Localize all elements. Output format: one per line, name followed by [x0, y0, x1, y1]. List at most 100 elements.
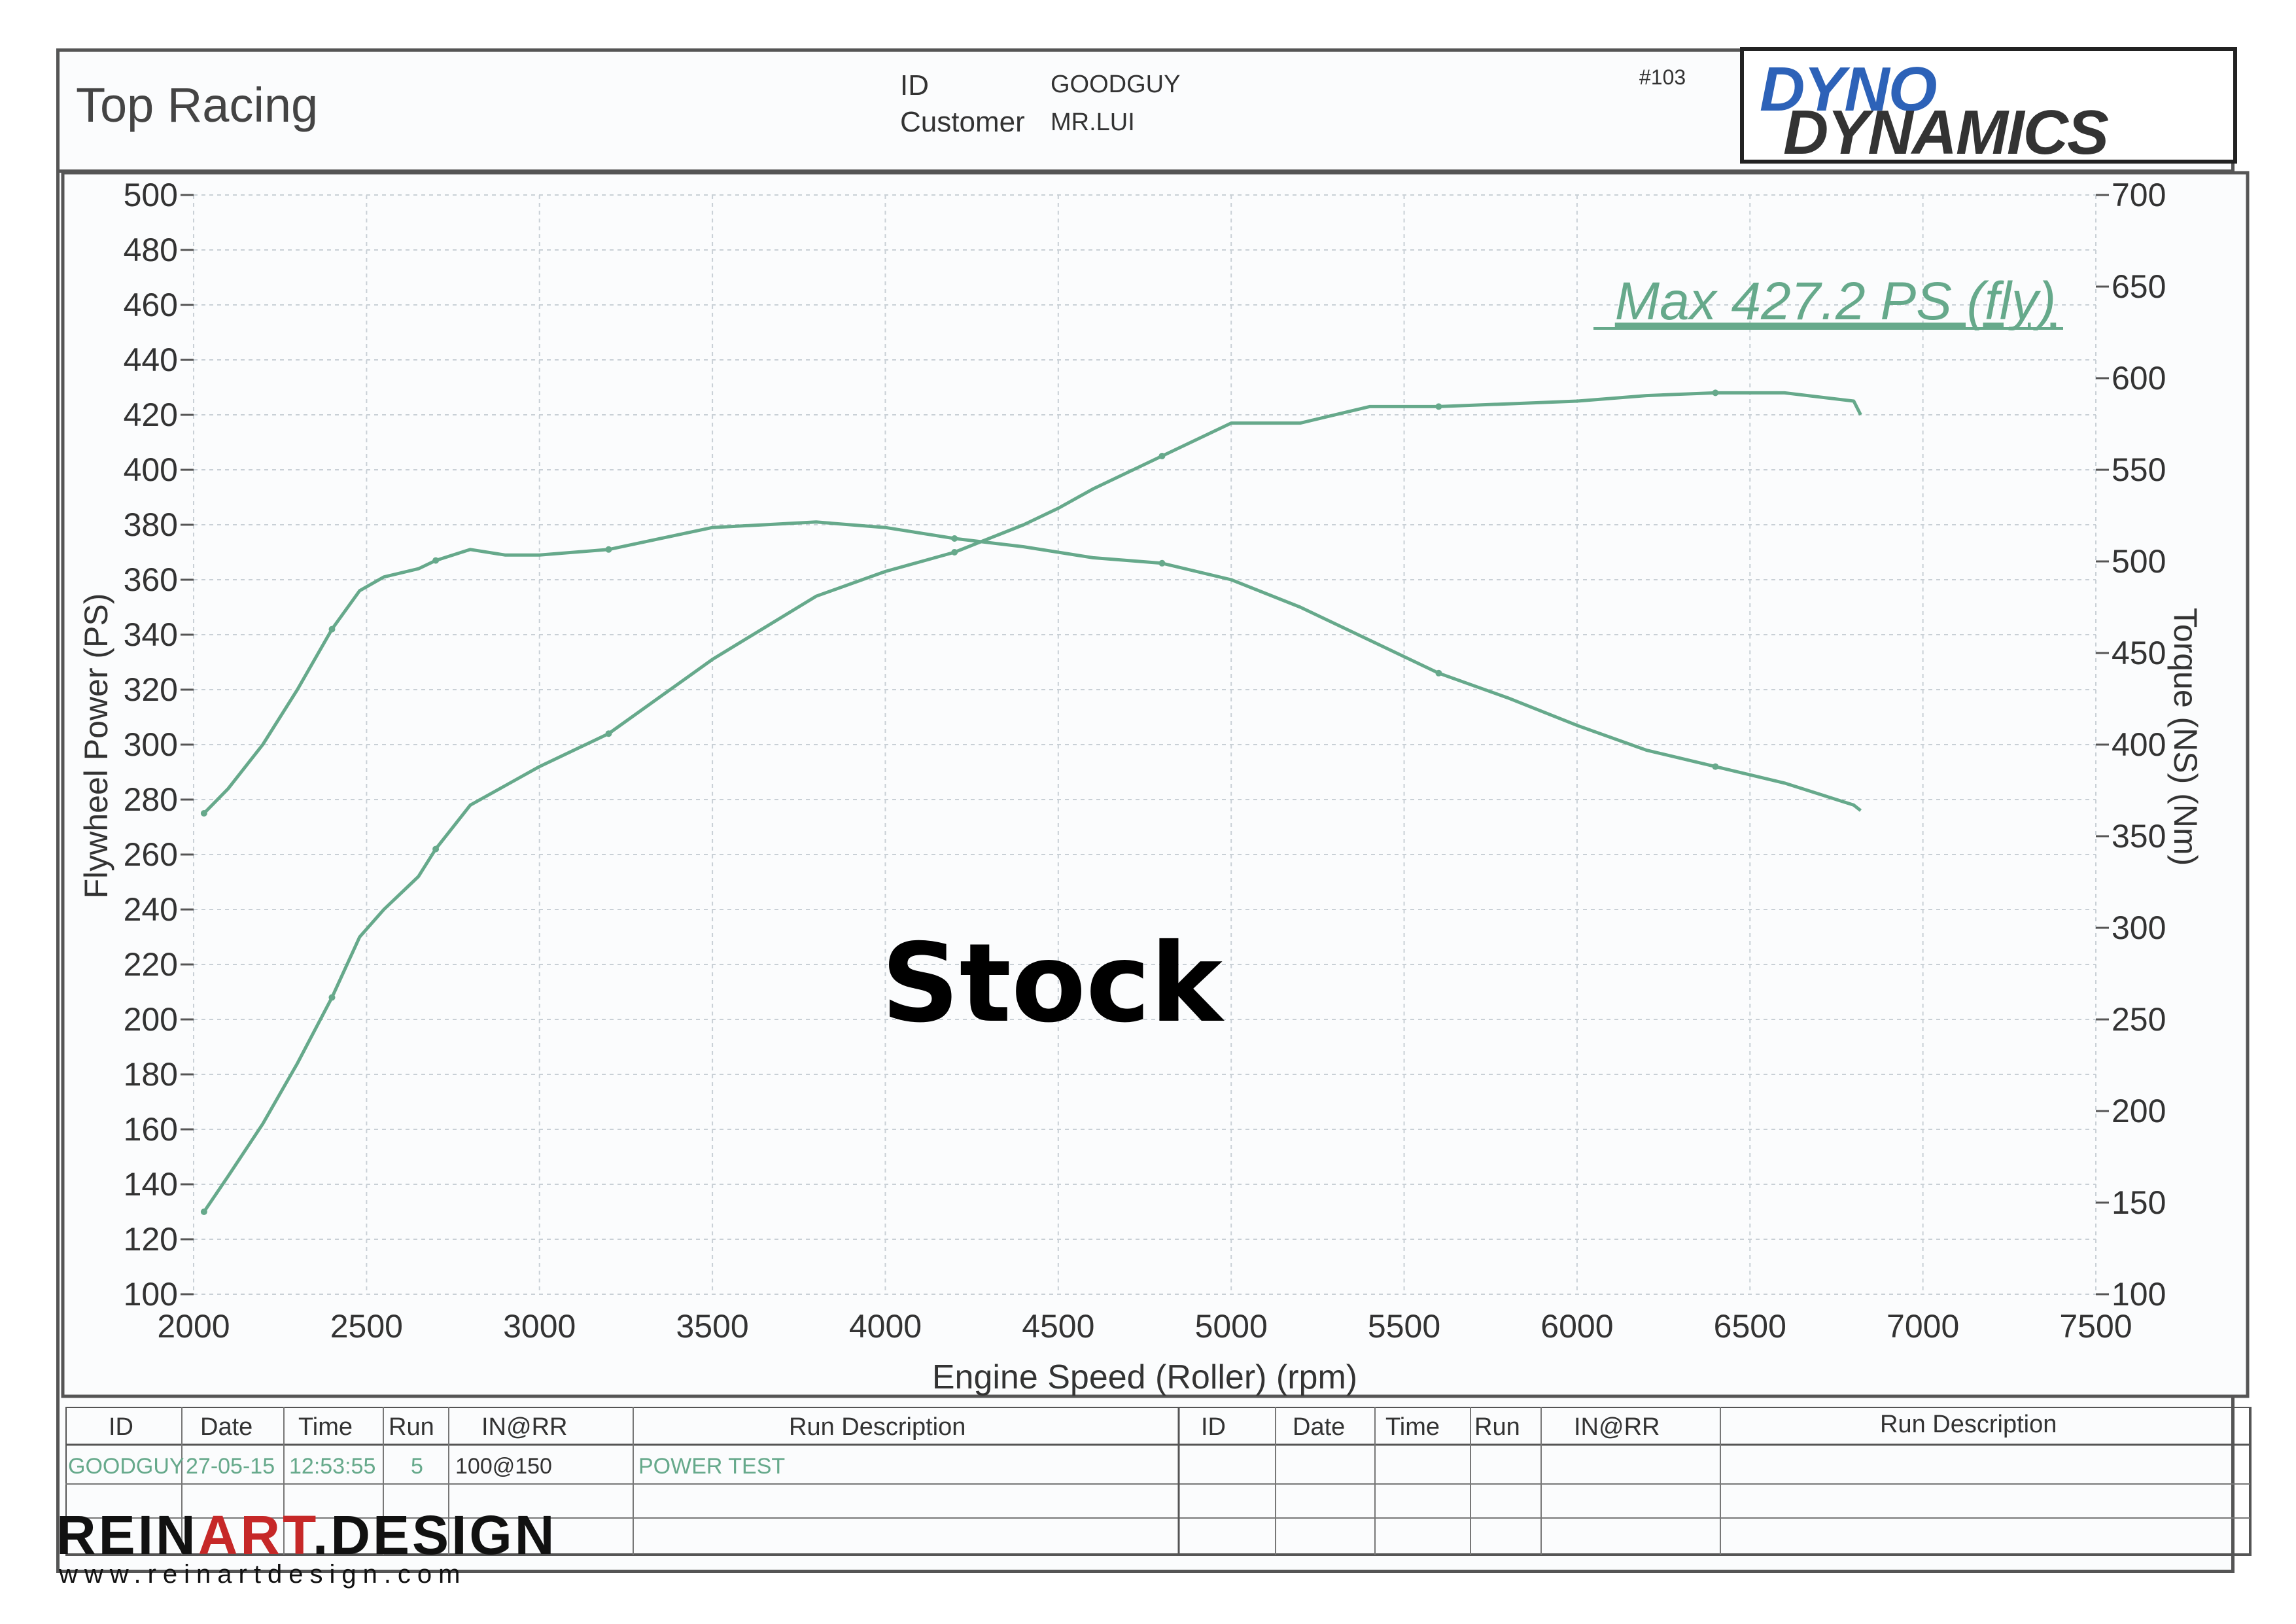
- row1-run: 5: [411, 1454, 423, 1479]
- chart-grid: [61, 171, 2250, 1398]
- y-tick-label: 440: [124, 342, 178, 378]
- logo-line2: DYNAMICS: [1783, 97, 2109, 168]
- series-point-2: [1712, 763, 1719, 770]
- row1-inrr: 100@150: [455, 1454, 552, 1479]
- y-tick-label: 480: [124, 232, 178, 268]
- series-point-2: [328, 626, 336, 633]
- series-point-2: [1158, 559, 1166, 567]
- series-point-1: [1158, 453, 1166, 459]
- brand-pre: REIN: [56, 1504, 198, 1566]
- y-tick-label: 220: [124, 946, 178, 983]
- y-tick-label: 120: [124, 1221, 178, 1258]
- y-tick-label: 280: [124, 781, 178, 818]
- y2-tick-label: 200: [2112, 1093, 2166, 1129]
- brand-post: .DESIGN: [313, 1504, 557, 1566]
- col-date-2: Date: [1293, 1413, 1346, 1441]
- x-tick-label: 6000: [1540, 1308, 1613, 1345]
- col-id-2: ID: [1201, 1413, 1226, 1441]
- max-power-annotation: Max 427.2 PS (fly): [1615, 272, 2056, 331]
- x-tick-label: 5000: [1195, 1308, 1268, 1345]
- series-point-2: [605, 546, 612, 553]
- y-tick-label: 240: [124, 891, 178, 928]
- col-run: Run: [389, 1413, 434, 1441]
- x-tick-label: 2500: [330, 1308, 403, 1345]
- series-point-2: [951, 535, 958, 542]
- x-tick-label: 3000: [503, 1308, 576, 1345]
- series-point-1: [328, 994, 336, 1001]
- customer-label: Customer: [900, 106, 1025, 138]
- y2-tick-label: 250: [2112, 1001, 2166, 1038]
- col-id: ID: [109, 1413, 133, 1441]
- col-date: Date: [200, 1413, 253, 1441]
- run-number: #103: [1639, 65, 1686, 89]
- y2-axis-label: Torque (NS) (Nm): [2167, 608, 2204, 866]
- x-tick-label: 4500: [1022, 1308, 1094, 1345]
- y-tick-label: 320: [124, 671, 178, 708]
- y-tick-label: 200: [124, 1001, 178, 1038]
- series-point-2: [200, 810, 207, 817]
- chart-axes: 2000 2500 3000 3500 4000 4500 5000 5500 6000 6500…: [124, 177, 2166, 1345]
- y2-tick-label: 300: [2112, 909, 2166, 946]
- x-tick-label: 7500: [2059, 1308, 2132, 1345]
- series-point-1: [951, 549, 958, 556]
- y2-tick-label: 100: [2112, 1276, 2166, 1313]
- series-line-1: [202, 391, 1862, 1213]
- x-tick-label: 6500: [1714, 1308, 1786, 1345]
- dyno-dynamics-logo: DYNO DYNAMICS: [1740, 47, 2237, 168]
- series-point-1: [432, 845, 440, 853]
- y-axis-label: Flywheel Power (PS): [78, 593, 114, 899]
- col-run-description-2: Run Description: [1880, 1411, 2057, 1438]
- series-point-1: [200, 1209, 207, 1215]
- y-tick-label: 420: [124, 397, 178, 433]
- y-tick-label: 400: [124, 451, 178, 488]
- row1-date: 27-05-15: [186, 1454, 275, 1479]
- run-table: ID Date Time Run IN@RR Run Description I…: [65, 1407, 2257, 1557]
- reinart-design-brand: REINART.DESIGN: [56, 1504, 557, 1567]
- y-tick-label: 100: [124, 1276, 178, 1313]
- shop-title: Top Racing: [76, 78, 319, 132]
- y2-tick-label: 650: [2112, 268, 2166, 305]
- chart-curves: [200, 389, 1862, 1215]
- row1-time: 12:53:55: [289, 1454, 376, 1479]
- run-table-grid: [65, 1407, 2252, 1556]
- col-run-2: Run: [1474, 1413, 1520, 1441]
- col-time-2: Time: [1385, 1413, 1440, 1441]
- series-point-2: [1435, 669, 1442, 677]
- y2-tick-label: 450: [2112, 635, 2166, 671]
- col-time: Time: [298, 1413, 353, 1441]
- chart-frame: [61, 171, 2250, 1398]
- y-tick-label: 340: [124, 616, 178, 653]
- y-tick-label: 160: [124, 1111, 178, 1148]
- series-point-1: [1712, 389, 1719, 397]
- x-tick-label: 2000: [157, 1308, 230, 1345]
- y-tick-label: 500: [124, 177, 178, 213]
- y-tick-label: 300: [124, 726, 178, 763]
- y2-tick-label: 150: [2112, 1184, 2166, 1221]
- series-point-1: [605, 730, 612, 737]
- row1-id: GOODGUY: [68, 1454, 184, 1479]
- id-label: ID: [900, 69, 929, 101]
- x-tick-label: 3500: [676, 1308, 748, 1345]
- x-tick-label: 7000: [1887, 1308, 1959, 1345]
- brand-accent: ART: [198, 1504, 313, 1566]
- x-axis-label: Engine Speed (Roller) (rpm): [932, 1358, 1357, 1396]
- row1-description: POWER TEST: [638, 1454, 786, 1479]
- series-point-2: [432, 557, 440, 564]
- y2-tick-label: 550: [2112, 451, 2166, 488]
- col-inrr-2: IN@RR: [1574, 1413, 1660, 1441]
- y2-tick-label: 350: [2112, 818, 2166, 855]
- col-run-description: Run Description: [789, 1413, 966, 1441]
- id-value: GOODGUY: [1051, 71, 1181, 98]
- series-point-1: [1435, 403, 1442, 410]
- col-inrr: IN@RR: [481, 1413, 568, 1441]
- y-tick-label: 380: [124, 506, 178, 543]
- y-tick-label: 360: [124, 561, 178, 598]
- y2-tick-label: 700: [2112, 177, 2166, 213]
- brand-url: www.reinartdesign.com: [59, 1560, 467, 1589]
- x-tick-label: 4000: [849, 1308, 922, 1345]
- y-tick-label: 140: [124, 1166, 178, 1203]
- y-tick-label: 180: [124, 1056, 178, 1093]
- stock-overlay-label: Stock: [881, 921, 1225, 1047]
- y-tick-label: 460: [124, 287, 178, 323]
